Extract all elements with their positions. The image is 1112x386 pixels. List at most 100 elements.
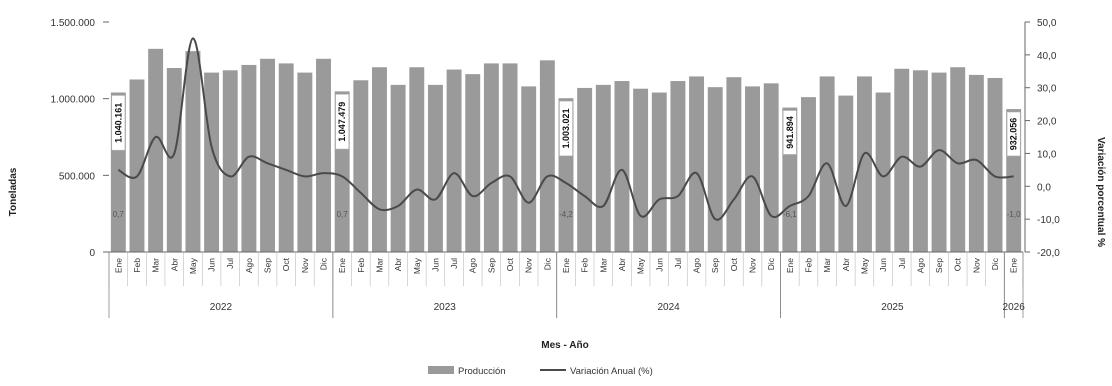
data-label-box (1006, 111, 1021, 157)
bar (222, 70, 238, 252)
month-label: Ene (337, 258, 347, 273)
bar (801, 97, 816, 252)
month-label: Ago (468, 258, 478, 273)
data-label: 1.040.161 (113, 103, 123, 143)
month-label: Jun (878, 258, 888, 272)
month-label: Nov (300, 257, 310, 273)
bar (968, 74, 984, 253)
month-label: Ene (1009, 258, 1019, 273)
bar (894, 68, 910, 253)
data-label-box (559, 100, 573, 157)
y2-tick-label: 50,0 (1037, 18, 1057, 29)
month-label: Jul (673, 258, 683, 269)
bar (521, 86, 537, 253)
month-label: Abr (393, 258, 403, 271)
y2-tick-label: -20,0 (1037, 248, 1060, 259)
data-label: 941.894 (785, 116, 795, 149)
month-label: Feb (580, 258, 590, 273)
y-tick-label: 1.500.000 (51, 18, 96, 29)
month-label: Dic (319, 257, 329, 270)
bar (633, 88, 649, 252)
bar (707, 87, 723, 253)
bar (260, 58, 276, 252)
bar (931, 72, 947, 252)
month-label: Ago (692, 258, 702, 273)
bar (726, 77, 742, 252)
month-label: Dic (990, 257, 1000, 270)
bar (353, 80, 369, 253)
month-label: May (636, 257, 646, 274)
y2-tick-label: 40,0 (1037, 51, 1057, 62)
month-label: Ene (785, 258, 795, 273)
bar (539, 60, 555, 253)
month-label: Ene (113, 258, 123, 273)
right-axis: -20,0 -10,0 0,0 10,0 20,0 30,0 40,0 50,0 (1024, 18, 1060, 259)
data-label: 1.047.479 (337, 102, 347, 142)
data-labels: 1.040.161 1.047.479 1.003.021 941.894 932.05… (111, 94, 1021, 157)
month-label: Jul (449, 258, 459, 269)
bar (614, 81, 630, 253)
month-label: Jun (430, 258, 440, 272)
month-label: Ene (561, 258, 571, 273)
year-label: 2026 (1003, 302, 1026, 313)
bar (166, 68, 182, 252)
month-label: Feb (356, 258, 366, 273)
month-label: Nov (524, 257, 534, 273)
month-label: Mar (822, 258, 832, 273)
bar (577, 87, 593, 252)
bar (129, 79, 145, 252)
bar (856, 76, 872, 252)
month-label: Ago (244, 258, 254, 273)
month-label: Sep (263, 258, 273, 273)
bar (689, 76, 705, 252)
month-label: Nov (748, 257, 758, 273)
bar (838, 95, 854, 252)
y2-tick-label: 20,0 (1037, 117, 1057, 128)
y2-tick-label: 0,0 (1037, 182, 1051, 193)
month-label: Jun (207, 258, 217, 272)
y2-tick-label: -10,0 (1037, 215, 1060, 226)
year-label: 2025 (881, 302, 904, 313)
bar (670, 81, 686, 253)
month-label: Sep (486, 258, 496, 273)
month-label: Sep (934, 258, 944, 273)
month-label: Oct (281, 257, 291, 271)
month-label: Jul (225, 258, 235, 269)
legend-label-bar: Producción (458, 366, 506, 377)
bar (745, 86, 760, 253)
small-labels: 0,7 0,7 -4,2 -6,1 -1,0 (113, 210, 1021, 219)
x-axis-title: Mes - Año (541, 340, 588, 351)
year-label: 2022 (210, 302, 233, 313)
month-label: Abr (841, 258, 851, 271)
bar (316, 58, 331, 252)
bar (763, 83, 779, 252)
year-label: 2023 (434, 302, 457, 313)
bar-inner-label: 0,7 (337, 210, 349, 219)
bar (409, 67, 425, 252)
bar (148, 48, 164, 253)
bar (651, 92, 667, 253)
y-tick-label: 0 (89, 248, 95, 259)
line-series (117, 37, 1014, 221)
x-axis: Ene Feb Mar Abr May Jun Jul Ago Sep Oct Nov Dic Ene F… (108, 251, 1026, 318)
bar (483, 63, 499, 253)
month-label: Sep (710, 258, 720, 273)
y2-tick-label: 10,0 (1037, 149, 1057, 160)
bar (185, 51, 201, 253)
bar (465, 74, 481, 252)
bar-inner-label: -1,0 (1007, 210, 1021, 219)
y-axis-title: Toneladas (8, 167, 19, 216)
bar-inner-label: -6,1 (783, 210, 797, 219)
month-label: Mar (374, 258, 384, 273)
bar (204, 72, 220, 252)
bar (987, 77, 1003, 252)
data-label-box (783, 110, 797, 155)
y-tick-label: 1.000.000 (51, 95, 96, 106)
month-label: Dic (766, 257, 776, 270)
month-label: Jul (897, 258, 907, 269)
month-label: May (412, 257, 422, 274)
month-label: May (859, 257, 869, 274)
month-label: Mar (151, 258, 161, 273)
month-label: Oct (729, 257, 739, 271)
bar (372, 67, 387, 252)
